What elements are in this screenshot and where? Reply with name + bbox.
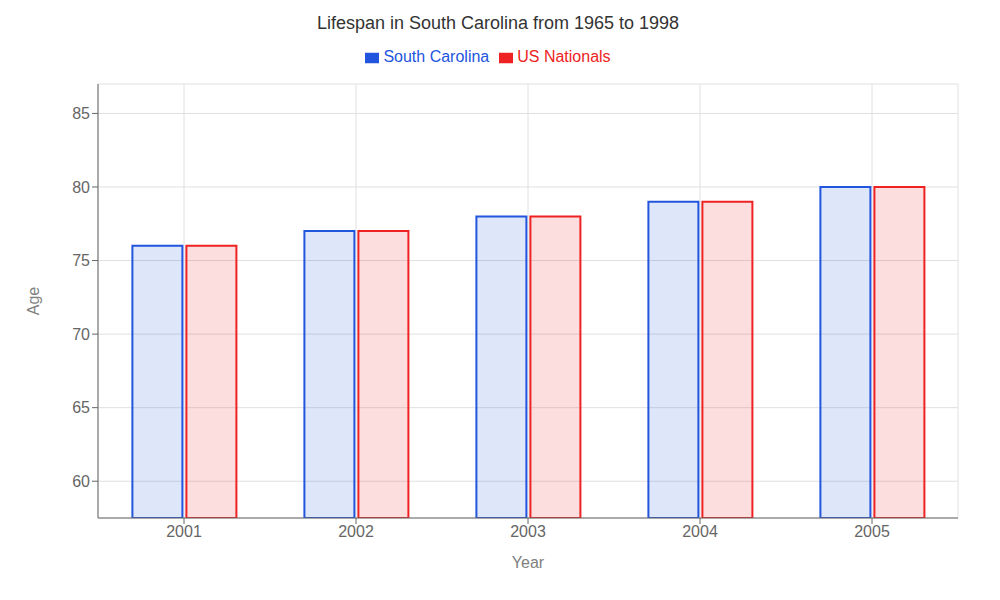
svg-text:2005: 2005 <box>854 523 890 540</box>
svg-text:65: 65 <box>72 399 90 416</box>
svg-text:Year: Year <box>512 554 545 571</box>
html-text:Lifespan in South Carolina fro: Lifespan in South Carolina from 1965 to … <box>316 13 680 33</box>
svg-text:75: 75 <box>72 252 90 269</box>
html-text:US Nationals: US Nationals <box>517 48 611 65</box>
svg-text:Age: Age <box>25 287 42 316</box>
svg-text:80: 80 <box>72 179 90 196</box>
svg-text:2003: 2003 <box>510 523 546 540</box>
html-text:South Carolina: South Carolina <box>383 48 490 65</box>
svg-text:70: 70 <box>72 326 90 343</box>
svg-text:60: 60 <box>72 473 90 490</box>
svg-text:2004: 2004 <box>682 523 718 540</box>
svg-text:85: 85 <box>72 105 90 122</box>
svg-text:2002: 2002 <box>338 523 374 540</box>
svg-text:2001: 2001 <box>166 523 202 540</box>
